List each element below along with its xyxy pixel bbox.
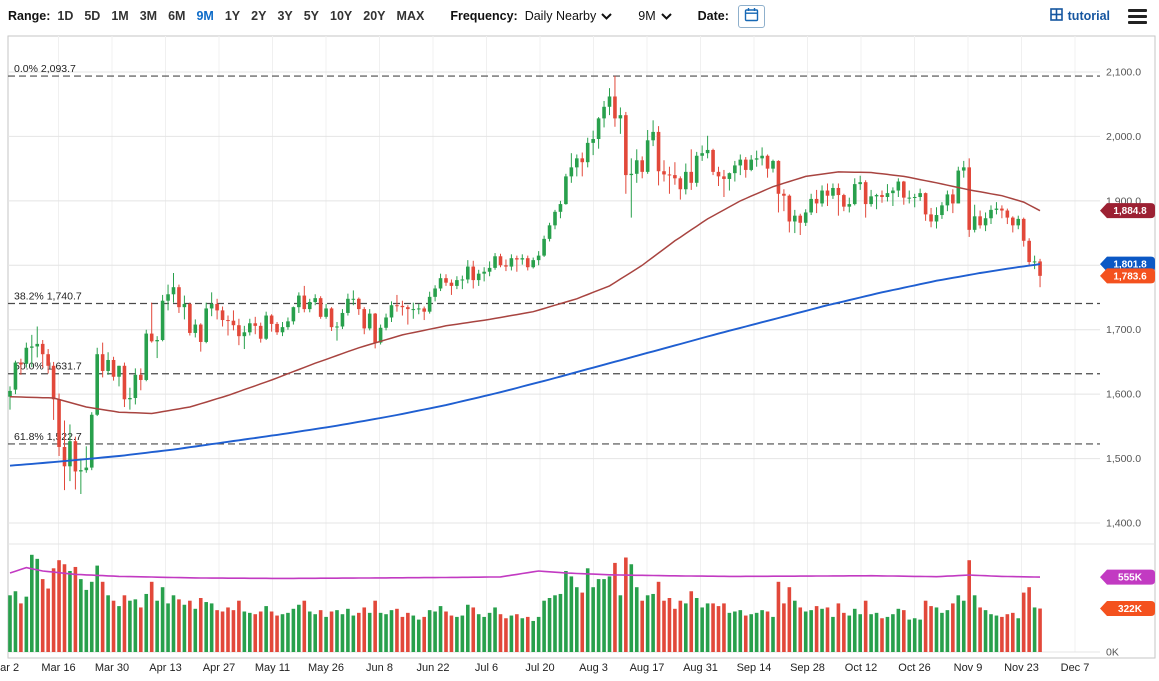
svg-text:1,500.0: 1,500.0 xyxy=(1106,453,1141,465)
range-option-10y[interactable]: 10Y xyxy=(330,9,353,23)
frequency-label: Frequency: xyxy=(450,9,518,23)
blue-moving-average-line xyxy=(9,263,1041,467)
range-options: 1D 5D 1M 3M 6M 9M 1Y 2Y 3Y 5Y 10Y 20Y MAX xyxy=(57,9,424,23)
svg-text:555K: 555K xyxy=(1118,573,1143,584)
svg-text:Jun 22: Jun 22 xyxy=(416,662,449,674)
svg-text:Dec 7: Dec 7 xyxy=(1061,662,1090,674)
menu-button[interactable] xyxy=(1126,6,1149,27)
svg-text:Nov 23: Nov 23 xyxy=(1004,662,1039,674)
svg-text:Apr 13: Apr 13 xyxy=(149,662,181,674)
svg-text:1,783.6: 1,783.6 xyxy=(1113,271,1147,282)
last-volume-badge: 322K xyxy=(1100,601,1155,617)
range-option-2y[interactable]: 2Y xyxy=(251,9,267,23)
period-dropdown[interactable]: 9M xyxy=(638,9,672,23)
range-option-20y[interactable]: 20Y xyxy=(363,9,386,23)
svg-text:Mar 2: Mar 2 xyxy=(0,662,19,674)
svg-text:Nov 9: Nov 9 xyxy=(954,662,983,674)
range-option-5y[interactable]: 5Y xyxy=(303,9,320,23)
svg-text:Sep 28: Sep 28 xyxy=(790,662,825,674)
svg-text:Jul 6: Jul 6 xyxy=(475,662,498,674)
volume-average-line xyxy=(9,566,1041,580)
volume-bars xyxy=(8,554,1042,652)
tutorial-label: tutorial xyxy=(1067,9,1110,23)
svg-text:Oct 12: Oct 12 xyxy=(845,662,877,674)
frequency-value: Daily Nearby xyxy=(524,9,597,23)
svg-text:Mar 30: Mar 30 xyxy=(95,662,129,674)
range-option-1m[interactable]: 1M xyxy=(111,9,129,23)
svg-text:Jul 20: Jul 20 xyxy=(525,662,554,674)
svg-text:0.0% 2,093.7: 0.0% 2,093.7 xyxy=(14,63,76,75)
menu-icon xyxy=(1128,8,1147,12)
frequency-dropdown[interactable]: Daily Nearby xyxy=(525,9,613,23)
tutorial-link[interactable]: tutorial xyxy=(1049,8,1110,24)
svg-text:1,400.0: 1,400.0 xyxy=(1106,518,1141,530)
svg-text:1,801.8: 1,801.8 xyxy=(1113,260,1147,271)
svg-text:1,600.0: 1,600.0 xyxy=(1106,389,1141,401)
svg-text:Aug 3: Aug 3 xyxy=(579,662,608,674)
svg-text:1,884.8: 1,884.8 xyxy=(1113,206,1147,217)
range-option-3m[interactable]: 3M xyxy=(139,9,158,23)
svg-text:2,100.0: 2,100.0 xyxy=(1106,67,1141,79)
range-option-3y[interactable]: 3Y xyxy=(277,9,293,23)
date-label: Date: xyxy=(697,9,729,23)
period-value: 9M xyxy=(638,9,656,23)
last-price-badge: 1,783.6 xyxy=(1100,268,1155,284)
volume-average-badge: 555K xyxy=(1100,569,1155,585)
svg-text:Oct 26: Oct 26 xyxy=(898,662,930,674)
svg-text:Aug 31: Aug 31 xyxy=(683,662,718,674)
svg-text:Apr 27: Apr 27 xyxy=(203,662,235,674)
svg-text:May 26: May 26 xyxy=(308,662,344,674)
svg-text:2,000.0: 2,000.0 xyxy=(1106,131,1141,143)
blue-ma-price-badge: 1,801.8 xyxy=(1100,256,1155,272)
tutorial-grid-icon xyxy=(1049,8,1063,24)
range-option-1y[interactable]: 1Y xyxy=(224,9,241,23)
svg-text:Jun 8: Jun 8 xyxy=(366,662,393,674)
range-label: Range: xyxy=(8,9,51,23)
svg-text:Mar 16: Mar 16 xyxy=(41,662,75,674)
red-moving-average-line xyxy=(9,171,1041,415)
date-axis-labels: Mar 2 Mar 16 Mar 30 Apr 13 Apr 27 May 11 May 2… xyxy=(0,662,1089,674)
svg-text:Aug 17: Aug 17 xyxy=(630,662,665,674)
chart-border xyxy=(7,35,1156,659)
calendar-icon xyxy=(744,7,759,25)
toolbar: Range: 1D 5D 1M 3M 6M 9M 1Y 2Y 3Y 5Y 10Y 20Y MAX Fre… xyxy=(0,0,1159,32)
range-option-5d[interactable]: 5D xyxy=(84,9,101,23)
chart-svg[interactable]: 2,100.02,000.01,900.01,800.01,700.01,600… xyxy=(0,32,1159,681)
volume-zero-label: 0K xyxy=(1106,647,1119,659)
chart-panel: 2,100.02,000.01,900.01,800.01,700.01,600… xyxy=(0,32,1159,681)
svg-text:Sep 14: Sep 14 xyxy=(737,662,772,674)
range-option-9m[interactable]: 9M xyxy=(196,9,214,23)
candlesticks xyxy=(8,75,1042,495)
svg-text:1,700.0: 1,700.0 xyxy=(1106,324,1141,336)
calendar-button[interactable] xyxy=(737,4,765,28)
range-option-1d[interactable]: 1D xyxy=(57,9,74,23)
svg-text:May 11: May 11 xyxy=(255,662,290,674)
range-option-6m[interactable]: 6M xyxy=(168,9,186,23)
svg-text:322K: 322K xyxy=(1118,604,1143,615)
svg-text:61.8% 1,522.7: 61.8% 1,522.7 xyxy=(14,431,82,443)
chevron-down-icon xyxy=(601,9,612,23)
red-ma-price-badge: 1,884.8 xyxy=(1100,203,1155,219)
range-option-max[interactable]: MAX xyxy=(396,9,425,23)
svg-text:38.2% 1,740.7: 38.2% 1,740.7 xyxy=(14,290,82,302)
chevron-down-icon xyxy=(660,9,672,23)
